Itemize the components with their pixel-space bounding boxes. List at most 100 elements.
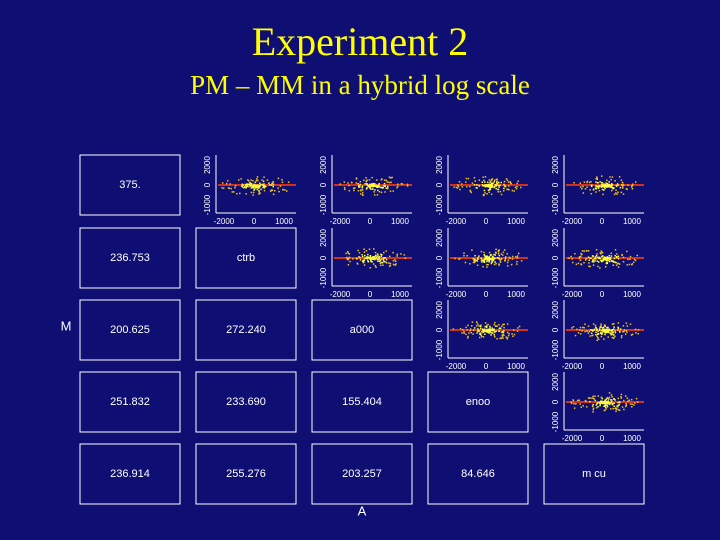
scatter-dot (627, 184, 629, 186)
scatter-dot (608, 259, 610, 261)
x-tick-label: 0 (484, 217, 489, 226)
scatter-dot (517, 252, 520, 255)
scatter-dot (575, 403, 577, 405)
scatter-dot (263, 187, 266, 189)
scatter-dot (606, 182, 609, 185)
scatter-dot (367, 260, 369, 262)
scatter-dot (375, 184, 378, 187)
scatter-dot (492, 259, 495, 262)
scatter-dot (614, 335, 616, 338)
scatter-dot (396, 185, 399, 188)
scatter-dot (252, 184, 255, 187)
scatter-dot (499, 259, 502, 261)
scatter-dot (590, 397, 592, 399)
scatter-dot (613, 397, 615, 400)
scatter-dot (366, 256, 368, 258)
scatter-dot (603, 401, 606, 404)
scatter-dot (272, 185, 274, 188)
scatter-dot (259, 184, 262, 186)
scatter-dot (610, 184, 613, 187)
scatter-dot (383, 257, 386, 259)
scatter-dot (634, 328, 637, 331)
scatter-dot (370, 185, 373, 187)
y-tick-label: 0 (435, 255, 444, 260)
scatter-dot (477, 328, 479, 330)
scatter-dot (463, 332, 465, 334)
y-tick-label: -1000 (435, 194, 444, 215)
scatter-dot (494, 321, 496, 324)
scatter-dot (589, 400, 591, 403)
scatter-dot (491, 259, 494, 261)
scatter-dot (381, 254, 383, 256)
correlation-value: 236.753 (110, 252, 150, 264)
correlation-value: 272.240 (226, 324, 266, 336)
scatter-dot (400, 183, 403, 185)
scatter-dot (263, 185, 265, 188)
scatter-dot (375, 256, 377, 259)
scatter-dot (583, 250, 585, 252)
scatter-dot (606, 258, 608, 260)
scatter-dot (241, 183, 244, 186)
scatter-dot (610, 183, 613, 185)
scatter-dot (601, 397, 603, 400)
scatter-dot (596, 178, 598, 181)
scatter-dot (477, 323, 479, 325)
scatter-dot (597, 336, 599, 339)
scatter-dot (599, 267, 601, 269)
scatter-dot (390, 177, 392, 179)
scatter-dot (604, 187, 606, 190)
scatter-dot (392, 190, 394, 192)
scatter-dot (580, 255, 582, 258)
scatter-dot (459, 327, 462, 330)
x-tick-label: 0 (484, 290, 489, 299)
scatter-dot (483, 184, 485, 187)
scatter-dot (467, 335, 469, 338)
x-tick-label: 0 (368, 290, 373, 299)
scatter-dot (248, 185, 250, 188)
scatter-dot (595, 178, 597, 180)
scatter-dot (604, 259, 606, 261)
x-tick-label: -2000 (562, 434, 583, 443)
scatter-dot (373, 194, 376, 196)
scatter-dot (257, 187, 260, 189)
scatter-dot (481, 259, 484, 261)
scatter-dot (482, 260, 485, 263)
scatter-dot (629, 258, 631, 260)
scatter-dot (378, 256, 381, 258)
scatter-dot (374, 189, 376, 191)
scatter-dot (371, 176, 373, 179)
scatter-dot (486, 266, 488, 268)
scatter-dot (610, 189, 613, 192)
scatter-dot (504, 259, 506, 262)
scatter-dot (582, 192, 585, 194)
scatter-dot (458, 181, 461, 183)
scatter-dot (470, 325, 473, 327)
scatter-dot (256, 188, 259, 191)
cell-box (195, 299, 297, 361)
scatter-dot (378, 258, 380, 260)
scatter-dot (383, 179, 386, 181)
scatter-dot (377, 254, 379, 256)
scatter-dot (617, 184, 619, 187)
scatter-dot (617, 329, 619, 331)
scatter-dot (467, 177, 470, 180)
scatter-dot (574, 334, 577, 337)
y-tick-label: 0 (551, 327, 560, 332)
scatter-dot (382, 186, 384, 189)
cell-box (79, 443, 181, 505)
scatter-dot (252, 179, 254, 182)
scatter-dot (627, 400, 629, 403)
scatter-dot (348, 253, 351, 255)
scatter-dot (272, 193, 275, 196)
scatter-dot (254, 181, 257, 184)
scatter-dot (246, 183, 249, 185)
scatter-dot (363, 248, 365, 251)
scatter-dot (486, 259, 488, 261)
scatter-dot (383, 251, 385, 254)
scatter-dot (617, 191, 619, 194)
scatter-dot (456, 187, 459, 189)
scatter-dot (484, 330, 486, 333)
scatter-dot (608, 392, 611, 394)
scatter-dot (502, 330, 505, 333)
scatter-dot (580, 263, 582, 265)
